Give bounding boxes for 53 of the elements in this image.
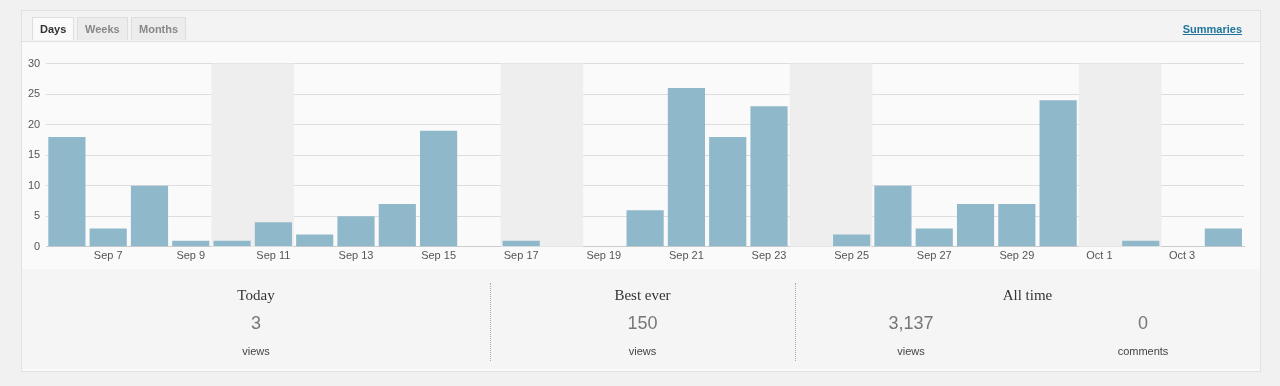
bar (667, 88, 706, 247)
bar (998, 204, 1036, 247)
text: 0 (1137, 313, 1149, 334)
text: views (896, 345, 926, 357)
text: comments (1116, 345, 1170, 357)
x-tick-label: Sep 29 (999, 249, 1035, 262)
text: Best ever (613, 287, 672, 304)
text: Weeks (77, 17, 128, 40)
text: 3 (250, 313, 262, 334)
bar (296, 234, 334, 247)
bar (378, 204, 416, 247)
x-tick-label: Sep 27 (916, 249, 952, 262)
y-tick-label: 15 (27, 148, 41, 161)
bar (833, 234, 871, 247)
x-tick-label: Oct 1 (1086, 249, 1113, 262)
x-tick-label: Sep 9 (176, 249, 206, 262)
y-tick-label: 20 (27, 117, 41, 130)
x-tick-label: Sep 7 (93, 249, 123, 262)
text: 150 (626, 313, 659, 334)
y-tick-label: 10 (27, 178, 41, 191)
bar (956, 204, 995, 247)
x-tick-label: Sep 25 (834, 249, 870, 262)
bar (89, 228, 127, 247)
x-tick-label: Sep 19 (586, 249, 622, 262)
text: views (241, 345, 271, 357)
x-tick-label: Sep 23 (751, 249, 787, 262)
bar (915, 228, 953, 247)
text: All time (1001, 287, 1054, 304)
bar (1204, 228, 1242, 247)
bar (626, 210, 664, 247)
x-tick-label: Sep 15 (421, 249, 457, 262)
text: Summaries (1182, 23, 1242, 35)
bar (420, 130, 458, 247)
text: Days (32, 17, 75, 40)
bar (130, 185, 169, 247)
y-tick-label: 5 (34, 209, 41, 222)
text: Today (236, 287, 276, 304)
bar (254, 222, 292, 247)
x-tick-label: Sep 13 (338, 249, 374, 262)
bar (48, 136, 86, 247)
y-tick-label: 30 (27, 56, 41, 69)
text: Months (131, 17, 187, 40)
bar (874, 185, 912, 247)
x-tick-label: Sep 11 (256, 249, 291, 262)
text: 3,137 (887, 313, 935, 334)
text: views (627, 345, 658, 357)
x-tick-label: Oct 3 (1168, 249, 1196, 262)
x-tick-label: Sep 21 (668, 249, 704, 262)
bar (337, 216, 375, 247)
y-tick-label: 0 (34, 239, 41, 252)
x-tick-label: Sep 17 (503, 249, 539, 262)
bar (709, 136, 747, 247)
y-tick-label: 25 (27, 87, 41, 100)
